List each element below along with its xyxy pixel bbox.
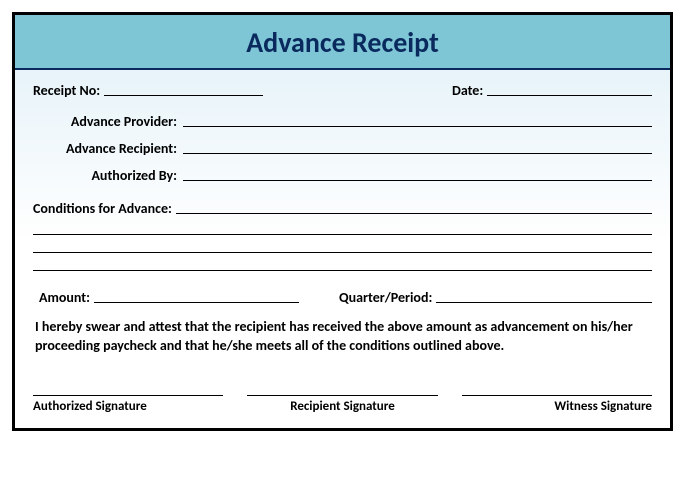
receipt-body: Receipt No: Date: Advance Provider: Adva…: [15, 70, 670, 428]
authorized-label: Authorized By:: [33, 167, 183, 184]
receipt-no-line[interactable]: [104, 82, 263, 96]
witness-signature-label: Witness Signature: [462, 399, 652, 414]
conditions-line-1[interactable]: [176, 200, 652, 214]
provider-label: Advance Provider:: [33, 113, 183, 130]
provider-field: Advance Provider:: [33, 113, 652, 130]
recipient-signature-line[interactable]: [247, 382, 437, 396]
receipt-no-label: Receipt No:: [33, 82, 104, 99]
conditions-block: Conditions for Advance:: [33, 200, 652, 271]
recipient-label: Advance Recipient:: [33, 140, 183, 157]
date-line[interactable]: [487, 82, 652, 96]
advance-receipt-form: Advance Receipt Receipt No: Date: Advanc…: [12, 12, 673, 431]
conditions-line-4[interactable]: [33, 255, 652, 271]
recipient-field: Advance Recipient:: [33, 140, 652, 157]
signature-row: Authorized Signature Recipient Signature…: [33, 382, 652, 414]
conditions-label: Conditions for Advance:: [33, 200, 176, 217]
quarter-field: Quarter/Period:: [339, 289, 652, 306]
conditions-line-2[interactable]: [33, 219, 652, 235]
authorized-field: Authorized By:: [33, 167, 652, 184]
top-row: Receipt No: Date:: [33, 82, 652, 99]
receipt-title: Advance Receipt: [15, 25, 670, 60]
recipient-signature-block: Recipient Signature: [247, 382, 437, 414]
amount-label: Amount:: [39, 289, 94, 306]
authorized-line[interactable]: [183, 167, 652, 181]
authorized-signature-block: Authorized Signature: [33, 382, 223, 414]
authorized-signature-line[interactable]: [33, 382, 223, 396]
quarter-line[interactable]: [436, 289, 652, 303]
quarter-label: Quarter/Period:: [339, 289, 436, 306]
amount-line[interactable]: [94, 289, 299, 303]
date-field: Date:: [452, 82, 652, 99]
receipt-header: Advance Receipt: [15, 15, 670, 70]
authorized-signature-label: Authorized Signature: [33, 399, 223, 414]
witness-signature-block: Witness Signature: [462, 382, 652, 414]
witness-signature-line[interactable]: [462, 382, 652, 396]
recipient-signature-label: Recipient Signature: [247, 399, 437, 414]
recipient-line[interactable]: [183, 140, 652, 154]
provider-line[interactable]: [183, 113, 652, 127]
date-label: Date:: [452, 82, 487, 99]
amount-row: Amount: Quarter/Period:: [33, 289, 652, 306]
amount-field: Amount:: [39, 289, 299, 306]
attestation-text: I hereby swear and attest that the recip…: [35, 318, 650, 356]
receipt-no-field: Receipt No:: [33, 82, 263, 99]
conditions-line-3[interactable]: [33, 237, 652, 253]
